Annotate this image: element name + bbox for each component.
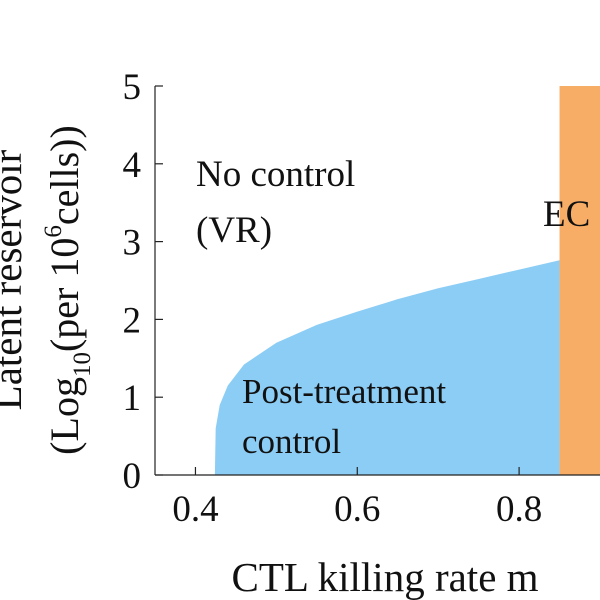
y-label-sub: 10 bbox=[69, 352, 96, 377]
x-tick-label: 0.4 bbox=[172, 489, 218, 530]
x-tick-label: 0.8 bbox=[496, 489, 542, 530]
y-tick-label: 3 bbox=[123, 223, 142, 264]
y-label-sup: 6 bbox=[40, 225, 67, 238]
post-treatment-label: Post-treatment bbox=[242, 372, 446, 411]
y-axis-label-line2: (Log10(per 106cells)) bbox=[40, 125, 96, 455]
no-control-label: No control bbox=[196, 154, 355, 195]
y-tick-label: 1 bbox=[123, 378, 142, 419]
y-tick-label: 0 bbox=[123, 456, 142, 497]
x-axis-label: CTL killing rate m bbox=[231, 554, 538, 600]
y-tick-label: 5 bbox=[123, 67, 142, 108]
post-treatment-control-region bbox=[214, 260, 560, 475]
ec-label: EC bbox=[543, 194, 590, 235]
y-label-close: cells)) bbox=[42, 125, 87, 225]
vr-label: (VR) bbox=[196, 210, 272, 251]
x-ticks: 0.4 0.6 0.8 bbox=[172, 467, 542, 530]
y-tick-label: 2 bbox=[123, 300, 142, 341]
y-axis-label-line1: Latent reservoir bbox=[0, 149, 30, 410]
x-tick-label: 0.6 bbox=[334, 489, 380, 530]
y-ticks: 0 1 2 3 4 5 bbox=[123, 67, 163, 497]
ec-region bbox=[559, 86, 600, 475]
control-label: control bbox=[242, 422, 341, 461]
y-label-open: (Log bbox=[42, 377, 87, 455]
y-tick-label: 4 bbox=[123, 145, 142, 186]
y-label-mid: (per 10 bbox=[42, 238, 87, 352]
